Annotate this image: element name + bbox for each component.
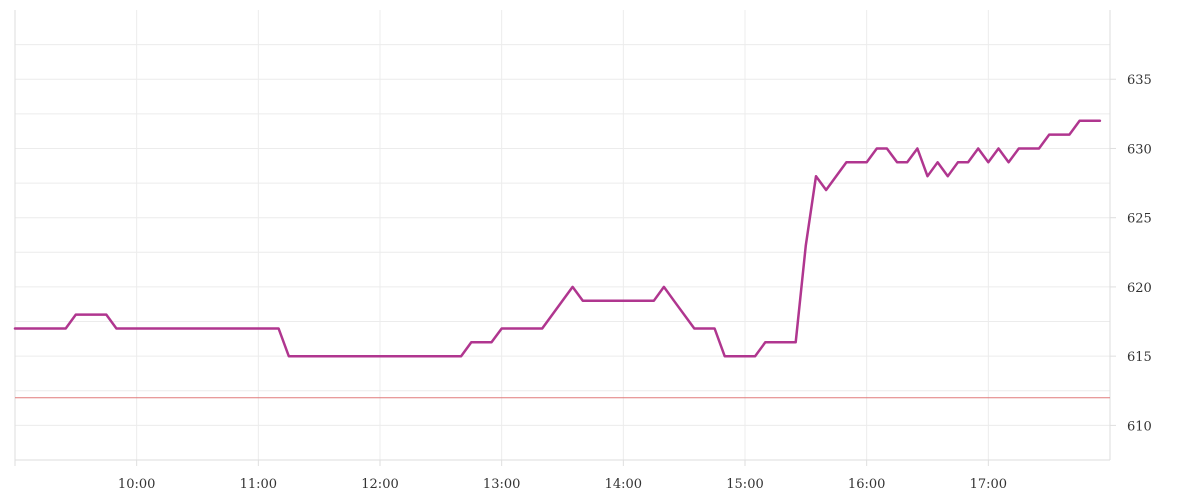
x-tick-label: 14:00 bbox=[605, 477, 642, 492]
x-tick-label: 13:00 bbox=[483, 477, 520, 492]
y-tick-label: 620 bbox=[1127, 281, 1152, 296]
x-tick-label: 12:00 bbox=[361, 477, 398, 492]
plot-frame bbox=[14, 10, 1111, 461]
x-tick-label: 11:00 bbox=[240, 477, 277, 492]
y-tick-label: 615 bbox=[1127, 350, 1152, 365]
x-axis: 10:00 11:00 12:00 13:00 14:00 15:00 16:00 17:00 bbox=[14, 460, 1007, 492]
series-line bbox=[13, 119, 1102, 358]
series-group bbox=[13, 119, 1102, 358]
y-tick-label: 630 bbox=[1127, 142, 1152, 157]
y-axis: 610 615 620 625 630 635 bbox=[1110, 73, 1152, 434]
x-tick-label: 16:00 bbox=[848, 477, 885, 492]
x-tick-label: 15:00 bbox=[726, 477, 763, 492]
y-tick-label: 635 bbox=[1127, 73, 1152, 88]
x-tick-label: 17:00 bbox=[970, 477, 1007, 492]
grid bbox=[15, 10, 1110, 460]
x-tick-label: 10:00 bbox=[118, 477, 155, 492]
y-tick-label: 610 bbox=[1127, 419, 1152, 434]
y-tick-label: 625 bbox=[1127, 212, 1152, 227]
